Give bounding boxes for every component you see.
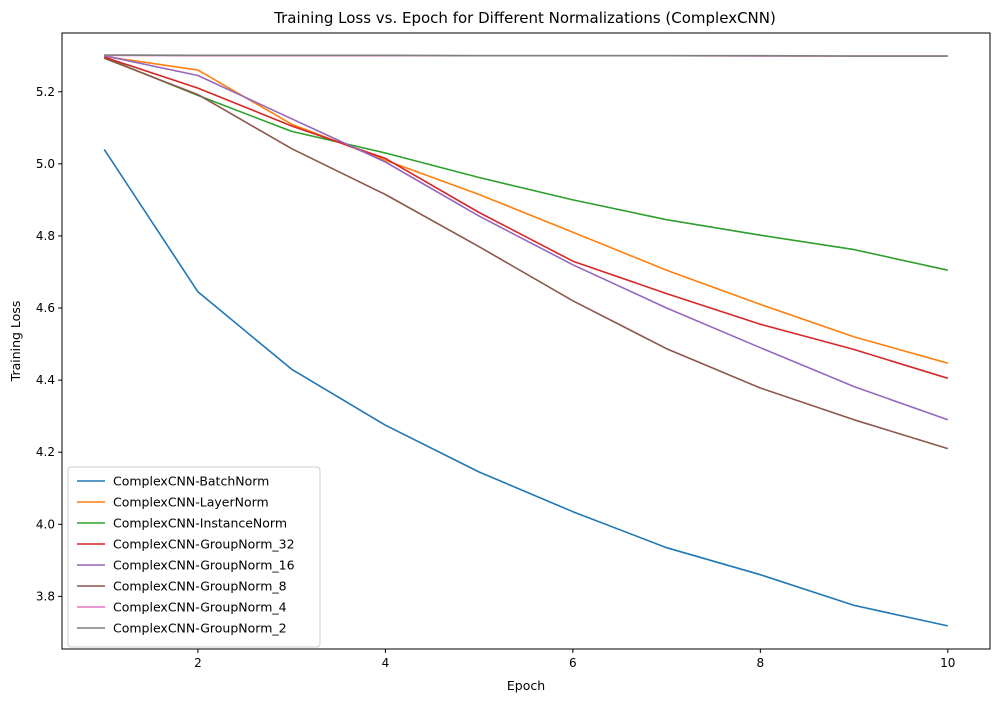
legend-label: ComplexCNN-BatchNorm	[113, 474, 269, 489]
legend: ComplexCNN-BatchNorm ComplexCNN-LayerNorm…	[67, 466, 321, 648]
x-tick-label: 10	[940, 656, 955, 670]
plot-area	[61, 32, 991, 650]
y-tick-label: 4.0	[36, 517, 55, 531]
plot-frame	[61, 32, 991, 650]
series-line-complexcnn-groupnorm_2	[104, 54, 948, 57]
y-axis: 3.8 4.0 4.2 4.4 4.6 4.8 5.0 5.2	[36, 85, 62, 603]
series-line-complexcnn-groupnorm_8	[103, 57, 949, 450]
series-line-complexcnn-layernorm	[104, 55, 949, 364]
y-tick-label: 5.0	[36, 157, 55, 171]
y-axis-label: Training Loss	[8, 301, 23, 383]
x-tick-label: 4	[382, 656, 390, 670]
legend-box	[67, 466, 321, 648]
x-tick-label: 8	[757, 656, 765, 670]
legend-label: ComplexCNN-GroupNorm_16	[113, 558, 295, 573]
x-axis-label: Epoch	[507, 678, 545, 693]
legend-label: ComplexCNN-InstanceNorm	[113, 516, 287, 531]
series-line-complexcnn-batchnorm	[103, 148, 948, 627]
legend-label: ComplexCNN-GroupNorm_32	[113, 537, 295, 552]
y-tick-label: 5.2	[36, 85, 55, 99]
x-axis: 2 4 6 8 10	[194, 649, 955, 670]
y-tick-label: 4.8	[36, 229, 55, 243]
chart-title: Training Loss vs. Epoch for Different No…	[273, 9, 776, 27]
series-line-complexcnn-instancenorm	[103, 56, 948, 271]
legend-label: ComplexCNN-GroupNorm_2	[113, 621, 287, 636]
series-line-complexcnn-groupnorm_32	[103, 56, 949, 380]
x-tick-label: 2	[194, 656, 202, 670]
y-tick-label: 4.6	[36, 301, 55, 315]
x-tick-label: 6	[569, 656, 577, 670]
series-line-complexcnn-groupnorm_16	[104, 54, 949, 421]
legend-label: ComplexCNN-GroupNorm_4	[113, 600, 287, 615]
y-tick-label: 3.8	[36, 589, 55, 603]
series-layer	[103, 54, 949, 627]
y-tick-label: 4.4	[36, 373, 55, 387]
legend-label: ComplexCNN-LayerNorm	[113, 495, 269, 510]
legend-label: ComplexCNN-GroupNorm_8	[113, 579, 287, 594]
y-tick-label: 4.2	[36, 445, 55, 459]
